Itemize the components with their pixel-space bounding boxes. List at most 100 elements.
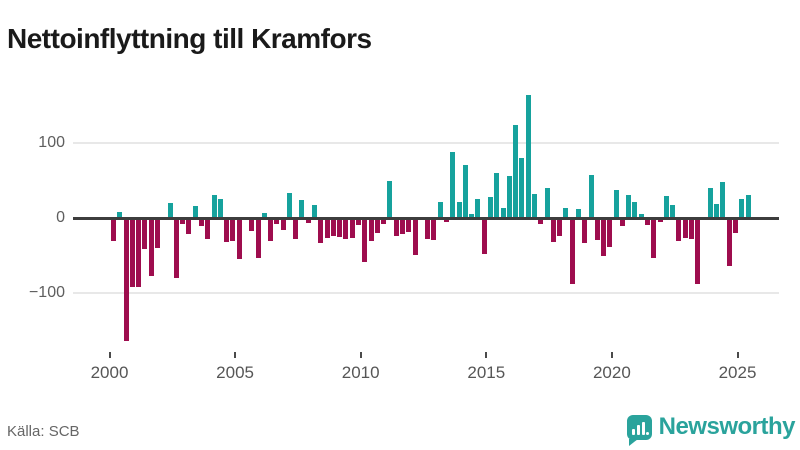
- bar-2009-q1[interactable]: [337, 219, 343, 237]
- bar-2007-q1[interactable]: [286, 192, 292, 218]
- bar-2021-q2[interactable]: [645, 219, 651, 225]
- bar-2001-q1[interactable]: [136, 219, 142, 288]
- bar-2011-q3[interactable]: [400, 219, 406, 234]
- bar-2017-q4[interactable]: [557, 219, 563, 236]
- bar-2018-q4[interactable]: [582, 219, 588, 243]
- bar-2000-q3[interactable]: [123, 219, 129, 341]
- newsworthy-logo[interactable]: Newsworthy: [626, 410, 796, 446]
- bar-2004-q3[interactable]: [224, 219, 230, 243]
- bar-2002-q2[interactable]: [167, 203, 173, 218]
- bar-2013-q3[interactable]: [450, 152, 456, 218]
- bar-2018-q3[interactable]: [575, 209, 581, 218]
- bar-2006-q1[interactable]: [261, 212, 267, 218]
- bar-2009-q2[interactable]: [343, 219, 349, 240]
- bar-2022-q2[interactable]: [670, 205, 676, 218]
- bar-2012-q1[interactable]: [412, 219, 418, 255]
- bar-2013-q4[interactable]: [456, 201, 462, 218]
- bar-2009-q3[interactable]: [349, 219, 355, 238]
- bar-2003-q4[interactable]: [205, 219, 211, 240]
- bar-2001-q4[interactable]: [154, 219, 160, 248]
- bar-2012-q4[interactable]: [431, 219, 437, 240]
- bar-2020-q2[interactable]: [619, 219, 625, 226]
- bar-2006-q4[interactable]: [280, 219, 286, 230]
- bar-2005-q3[interactable]: [249, 219, 255, 231]
- bar-2023-q2[interactable]: [695, 219, 701, 285]
- bar-2014-q2[interactable]: [469, 214, 475, 218]
- bar-2010-q4[interactable]: [381, 219, 387, 225]
- bar-2021-q3[interactable]: [651, 219, 657, 258]
- bar-2016-q2[interactable]: [519, 158, 525, 218]
- bar-2024-q4[interactable]: [733, 219, 739, 233]
- bar-2022-q1[interactable]: [663, 195, 669, 218]
- bar-2015-q2[interactable]: [494, 173, 500, 218]
- bar-2005-q1[interactable]: [236, 219, 242, 259]
- bar-2019-q1[interactable]: [588, 174, 594, 218]
- bar-2024-q2[interactable]: [720, 182, 726, 218]
- bar-2004-q1[interactable]: [211, 194, 217, 218]
- bar-2003-q3[interactable]: [198, 219, 204, 226]
- bar-2006-q2[interactable]: [268, 219, 274, 241]
- bar-2022-q3[interactable]: [676, 219, 682, 241]
- bar-2004-q2[interactable]: [217, 198, 223, 218]
- bar-2008-q4[interactable]: [330, 219, 336, 237]
- bar-2000-q4[interactable]: [129, 219, 135, 287]
- bar-2011-q1[interactable]: [387, 180, 393, 218]
- bar-2010-q3[interactable]: [374, 219, 380, 234]
- bar-2010-q2[interactable]: [368, 219, 374, 241]
- bar-2002-q3[interactable]: [173, 219, 179, 278]
- bar-2002-q4[interactable]: [180, 219, 186, 225]
- bar-2012-q3[interactable]: [425, 219, 431, 239]
- bar-2024-q3[interactable]: [726, 219, 732, 267]
- bar-2017-q1[interactable]: [538, 219, 544, 224]
- bar-2004-q4[interactable]: [230, 219, 236, 241]
- bar-2017-q2[interactable]: [544, 188, 550, 218]
- bar-2021-q4[interactable]: [657, 219, 663, 222]
- bar-2011-q4[interactable]: [406, 219, 412, 232]
- bar-2008-q2[interactable]: [318, 219, 324, 243]
- bar-2015-q4[interactable]: [506, 176, 512, 218]
- bar-2003-q1[interactable]: [186, 219, 192, 234]
- bar-2021-q1[interactable]: [638, 214, 644, 218]
- bar-2019-q3[interactable]: [601, 219, 607, 256]
- bar-2018-q1[interactable]: [563, 208, 569, 218]
- bar-2016-q4[interactable]: [531, 194, 537, 218]
- bar-2022-q4[interactable]: [682, 219, 688, 238]
- bar-2005-q4[interactable]: [255, 219, 261, 258]
- bar-2007-q3[interactable]: [299, 200, 305, 218]
- bar-2025-q1[interactable]: [739, 199, 745, 218]
- bar-2013-q2[interactable]: [443, 219, 449, 222]
- bar-2023-q1[interactable]: [689, 219, 695, 239]
- bar-2016-q1[interactable]: [513, 125, 519, 218]
- bar-2016-q3[interactable]: [525, 95, 531, 218]
- bar-2000-q1[interactable]: [111, 219, 116, 241]
- bar-2015-q1[interactable]: [487, 197, 493, 218]
- bar-2020-q3[interactable]: [626, 194, 632, 218]
- bar-2013-q1[interactable]: [437, 201, 443, 218]
- bar-2007-q4[interactable]: [305, 219, 311, 223]
- bar-2008-q1[interactable]: [312, 205, 318, 218]
- bar-2003-q2[interactable]: [192, 206, 198, 218]
- bar-2020-q1[interactable]: [613, 190, 619, 218]
- bar-2019-q4[interactable]: [607, 219, 613, 247]
- bar-2018-q2[interactable]: [569, 219, 575, 285]
- bar-2011-q2[interactable]: [393, 219, 399, 236]
- bar-2008-q3[interactable]: [324, 219, 330, 238]
- bar-2007-q2[interactable]: [293, 219, 299, 240]
- bar-2014-q3[interactable]: [475, 199, 481, 218]
- bar-2014-q1[interactable]: [462, 164, 468, 218]
- bar-2019-q2[interactable]: [594, 219, 600, 240]
- bar-2020-q4[interactable]: [632, 202, 638, 218]
- bar-2015-q3[interactable]: [500, 207, 506, 218]
- bar-2014-q4[interactable]: [481, 219, 487, 255]
- bar-2010-q1[interactable]: [362, 219, 368, 262]
- bar-2009-q4[interactable]: [356, 219, 362, 225]
- bar-2001-q2[interactable]: [142, 219, 148, 249]
- bar-2024-q1[interactable]: [714, 203, 720, 218]
- bar-2001-q3[interactable]: [148, 219, 154, 276]
- x-tick: [108, 352, 111, 358]
- bar-2000-q2[interactable]: [117, 212, 123, 218]
- bar-2023-q4[interactable]: [707, 188, 713, 218]
- bar-2017-q3[interactable]: [550, 219, 556, 243]
- bar-2006-q3[interactable]: [274, 219, 280, 224]
- bar-2025-q2[interactable]: [745, 194, 751, 218]
